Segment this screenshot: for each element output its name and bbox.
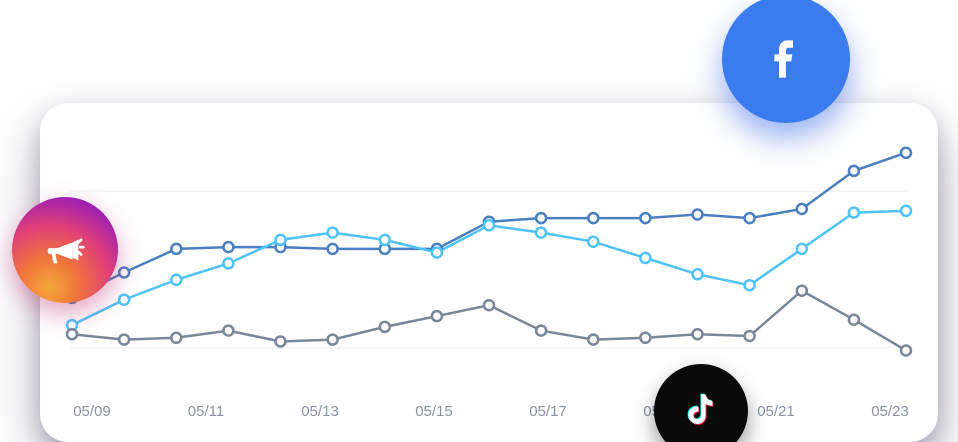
data-point-light_blue_line[interactable]: [693, 269, 703, 279]
data-point-dark_blue_line[interactable]: [171, 244, 181, 254]
x-axis-label-3: 05/15: [414, 403, 454, 420]
x-axis-label-0: 05/09: [72, 403, 112, 420]
x-axis-label-4: 05/17: [528, 403, 568, 420]
data-point-gray_line[interactable]: [797, 286, 807, 296]
analytics-chart-scene: 05/09 05/11 05/13 05/15 05/17 05/19 05/2…: [0, 0, 958, 442]
data-point-gray_line[interactable]: [745, 331, 755, 341]
data-point-dark_blue_line[interactable]: [901, 148, 911, 158]
data-point-gray_line[interactable]: [119, 335, 129, 345]
facebook-icon-badge[interactable]: [722, 0, 850, 123]
data-point-light_blue_line[interactable]: [484, 220, 494, 230]
data-point-dark_blue_line[interactable]: [119, 268, 129, 278]
data-point-light_blue_line[interactable]: [849, 208, 859, 218]
data-point-light_blue_line[interactable]: [745, 280, 755, 290]
data-point-dark_blue_line[interactable]: [536, 213, 546, 223]
data-point-dark_blue_line[interactable]: [745, 213, 755, 223]
x-axis-label-1: 05/11: [186, 403, 226, 420]
megaphone-icon: [42, 227, 88, 273]
data-point-gray_line[interactable]: [171, 333, 181, 343]
data-point-light_blue_line[interactable]: [119, 295, 129, 305]
data-point-gray_line[interactable]: [432, 311, 442, 321]
data-point-dark_blue_line[interactable]: [223, 242, 233, 252]
line-chart: [70, 123, 908, 393]
series-gray-points: [67, 286, 911, 356]
chart-svg: [70, 123, 908, 393]
data-point-dark_blue_line[interactable]: [693, 210, 703, 220]
x-axis-label-6: 05/21: [756, 403, 796, 420]
data-point-dark_blue_line[interactable]: [797, 204, 807, 214]
data-point-dark_blue_line[interactable]: [328, 244, 338, 254]
data-point-light_blue_line[interactable]: [536, 228, 546, 238]
data-point-light_blue_line[interactable]: [432, 248, 442, 258]
data-point-light_blue_line[interactable]: [276, 235, 286, 245]
data-point-gray_line[interactable]: [276, 337, 286, 347]
data-point-gray_line[interactable]: [484, 300, 494, 310]
data-point-gray_line[interactable]: [67, 329, 77, 339]
data-point-gray_line[interactable]: [693, 329, 703, 339]
chart-card: 05/09 05/11 05/13 05/15 05/17 05/19 05/2…: [40, 103, 938, 442]
data-point-gray_line[interactable]: [328, 335, 338, 345]
data-point-gray_line[interactable]: [536, 326, 546, 336]
data-point-gray_line[interactable]: [588, 335, 598, 345]
facebook-f-icon: [758, 31, 814, 87]
x-axis-label-2: 05/13: [300, 403, 340, 420]
data-point-gray_line[interactable]: [380, 322, 390, 332]
data-point-dark_blue_line[interactable]: [588, 213, 598, 223]
data-point-dark_blue_line[interactable]: [640, 213, 650, 223]
data-point-light_blue_line[interactable]: [588, 237, 598, 247]
x-axis-labels: 05/09 05/11 05/13 05/15 05/17 05/19 05/2…: [70, 403, 912, 420]
data-point-light_blue_line[interactable]: [640, 253, 650, 263]
series-light-blue-points: [67, 206, 911, 330]
data-point-light_blue_line[interactable]: [328, 228, 338, 238]
tiktok-note-icon: [679, 389, 723, 433]
data-point-light_blue_line[interactable]: [171, 275, 181, 285]
data-point-light_blue_line[interactable]: [901, 206, 911, 216]
data-point-light_blue_line[interactable]: [380, 235, 390, 245]
data-point-light_blue_line[interactable]: [223, 258, 233, 268]
data-point-dark_blue_line[interactable]: [849, 166, 859, 176]
instagram-icon-badge[interactable]: [12, 197, 118, 303]
data-point-gray_line[interactable]: [223, 326, 233, 336]
data-point-light_blue_line[interactable]: [797, 244, 807, 254]
data-point-gray_line[interactable]: [901, 346, 911, 356]
x-axis-label-7: 05/23: [870, 403, 910, 420]
data-point-gray_line[interactable]: [849, 315, 859, 325]
data-point-gray_line[interactable]: [640, 333, 650, 343]
